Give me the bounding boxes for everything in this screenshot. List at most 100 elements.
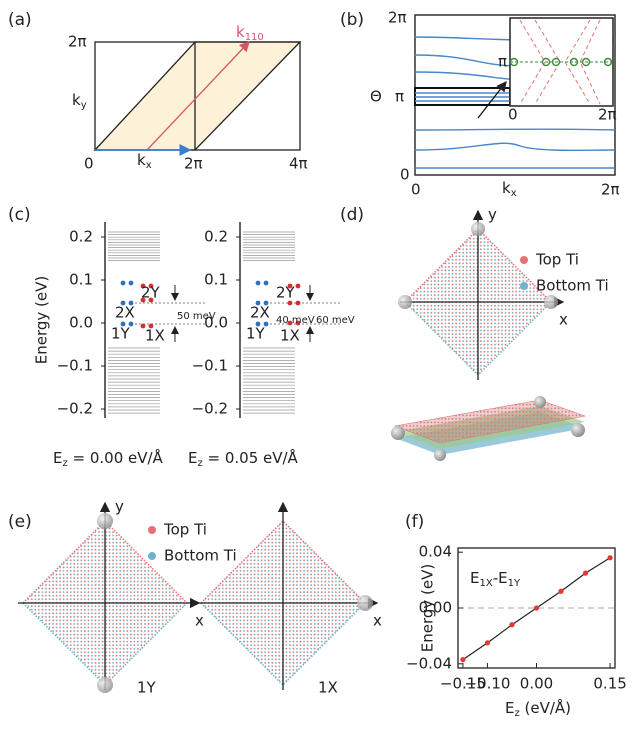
panel-b xyxy=(414,14,616,176)
axis-label: kx xyxy=(137,151,152,172)
tick-label: 0.1 xyxy=(69,271,93,289)
level-label: 1Y xyxy=(111,325,131,343)
red-dot xyxy=(148,283,154,289)
panel-label: (d) xyxy=(340,205,364,225)
gap-label: 50 meV xyxy=(177,311,216,322)
x-tick-label: 0.00 xyxy=(520,675,553,693)
axis-label: Θ xyxy=(370,88,382,106)
blue-dot xyxy=(120,321,126,327)
legend-label: Bottom Ti xyxy=(164,547,237,565)
x-axis-label-sub: z xyxy=(514,708,519,719)
inset-tick-label: 0 xyxy=(508,106,518,124)
legend-dot xyxy=(520,282,528,290)
panel-label: (e) xyxy=(8,512,32,532)
field-label-rest: = 0.00 eV/Å xyxy=(68,448,164,467)
field-label-sub: z xyxy=(197,458,202,469)
tick-label: 0.0 xyxy=(204,314,228,332)
point xyxy=(509,622,515,628)
level-label: 2X xyxy=(115,304,135,322)
edge xyxy=(22,519,188,604)
legend-label: Top Ti xyxy=(163,521,207,539)
point xyxy=(484,640,491,646)
arrow-label: k110 xyxy=(236,23,264,44)
level-label: 1X xyxy=(280,327,300,345)
energy-levels xyxy=(101,231,340,414)
blue-dot xyxy=(255,321,261,327)
blue-dot xyxy=(263,321,269,327)
tick-label: 2π xyxy=(68,33,87,51)
tick-label: π xyxy=(395,88,404,106)
atom xyxy=(97,677,113,693)
x-axis-label-rest: (eV/Å) xyxy=(520,698,571,717)
panel-d xyxy=(391,396,587,461)
x-tick-label: 0.15 xyxy=(593,675,626,693)
axis-label-base: k xyxy=(72,91,81,109)
panel-label: (c) xyxy=(8,205,31,225)
field-label-sub: z xyxy=(62,458,67,469)
y-tick-label: 0.00 xyxy=(419,599,452,617)
blue-dot xyxy=(255,300,261,306)
field-label-base: E xyxy=(53,449,62,467)
chart-title-sub1: 1X xyxy=(479,578,492,589)
y-axis-label: Energy (eV) xyxy=(419,564,437,652)
red-dot xyxy=(140,297,146,303)
level-label: 1Y xyxy=(246,325,266,343)
tick-label: −0.1 xyxy=(192,357,228,375)
axis-label: ky xyxy=(72,91,87,112)
red-dot xyxy=(287,283,293,289)
legend-dot xyxy=(520,256,528,264)
x-axis-label: Ez (eV/Å) xyxy=(505,698,571,720)
arrow-label-base: k xyxy=(236,23,245,41)
panel-label: (b) xyxy=(340,10,364,30)
axis-label-sub: x xyxy=(146,160,152,171)
red-dot xyxy=(148,323,154,329)
panel-a xyxy=(93,41,302,156)
x-axis-label-base: E xyxy=(505,699,514,717)
atom xyxy=(471,222,485,236)
blue-dot xyxy=(128,321,134,327)
gap-label: 60 meV xyxy=(316,315,355,326)
red-dot xyxy=(140,323,146,329)
tick-label: 4π xyxy=(289,155,308,173)
atom xyxy=(398,295,412,309)
axis-label-base: k xyxy=(502,179,511,197)
field-label-base: E xyxy=(188,449,197,467)
field-label: Ez = 0.00 eV/Å xyxy=(53,448,164,470)
panel-c xyxy=(104,222,241,418)
blue-dot xyxy=(128,280,134,286)
axis-label-base: k xyxy=(137,151,146,169)
tick-label: −0.2 xyxy=(192,400,228,418)
y-tick-label: 0.04 xyxy=(419,543,452,561)
field-label-rest: = 0.05 eV/Å xyxy=(203,448,299,467)
legend-dot xyxy=(148,526,156,534)
red-dot xyxy=(295,283,301,289)
level-label: 2Y xyxy=(276,284,296,302)
level-label: 2Y xyxy=(141,284,161,302)
axis-label: y xyxy=(488,206,497,224)
level-label: 2X xyxy=(250,304,270,322)
point xyxy=(460,657,466,663)
gap-label: 40 meV xyxy=(276,315,315,326)
tick-label: 0.0 xyxy=(69,314,93,332)
tick-label: 0.2 xyxy=(204,228,228,246)
axis-label: x xyxy=(373,612,382,630)
blue-dot xyxy=(120,300,126,306)
point xyxy=(607,555,613,561)
legend-label: Bottom Ti xyxy=(536,277,609,295)
panel-label: (f) xyxy=(405,512,424,532)
edge xyxy=(200,602,366,687)
tick-label: 0.2 xyxy=(69,228,93,246)
chart-title: E1X-E1Y xyxy=(470,569,521,590)
edge xyxy=(200,519,366,604)
tick-label: 2π xyxy=(388,9,407,27)
blue-dot xyxy=(128,300,134,306)
axis-label-sub: y xyxy=(81,100,87,111)
x-tick-label: −0.15 xyxy=(440,675,486,693)
point xyxy=(533,605,540,611)
axis-label: y xyxy=(115,498,124,516)
field-label: Ez = 0.05 eV/Å xyxy=(188,448,299,470)
chart-title-mid: -E xyxy=(493,569,508,587)
blue-dot xyxy=(120,280,126,286)
state-label: 1X xyxy=(318,679,338,697)
chart-title-base: E xyxy=(470,569,479,587)
